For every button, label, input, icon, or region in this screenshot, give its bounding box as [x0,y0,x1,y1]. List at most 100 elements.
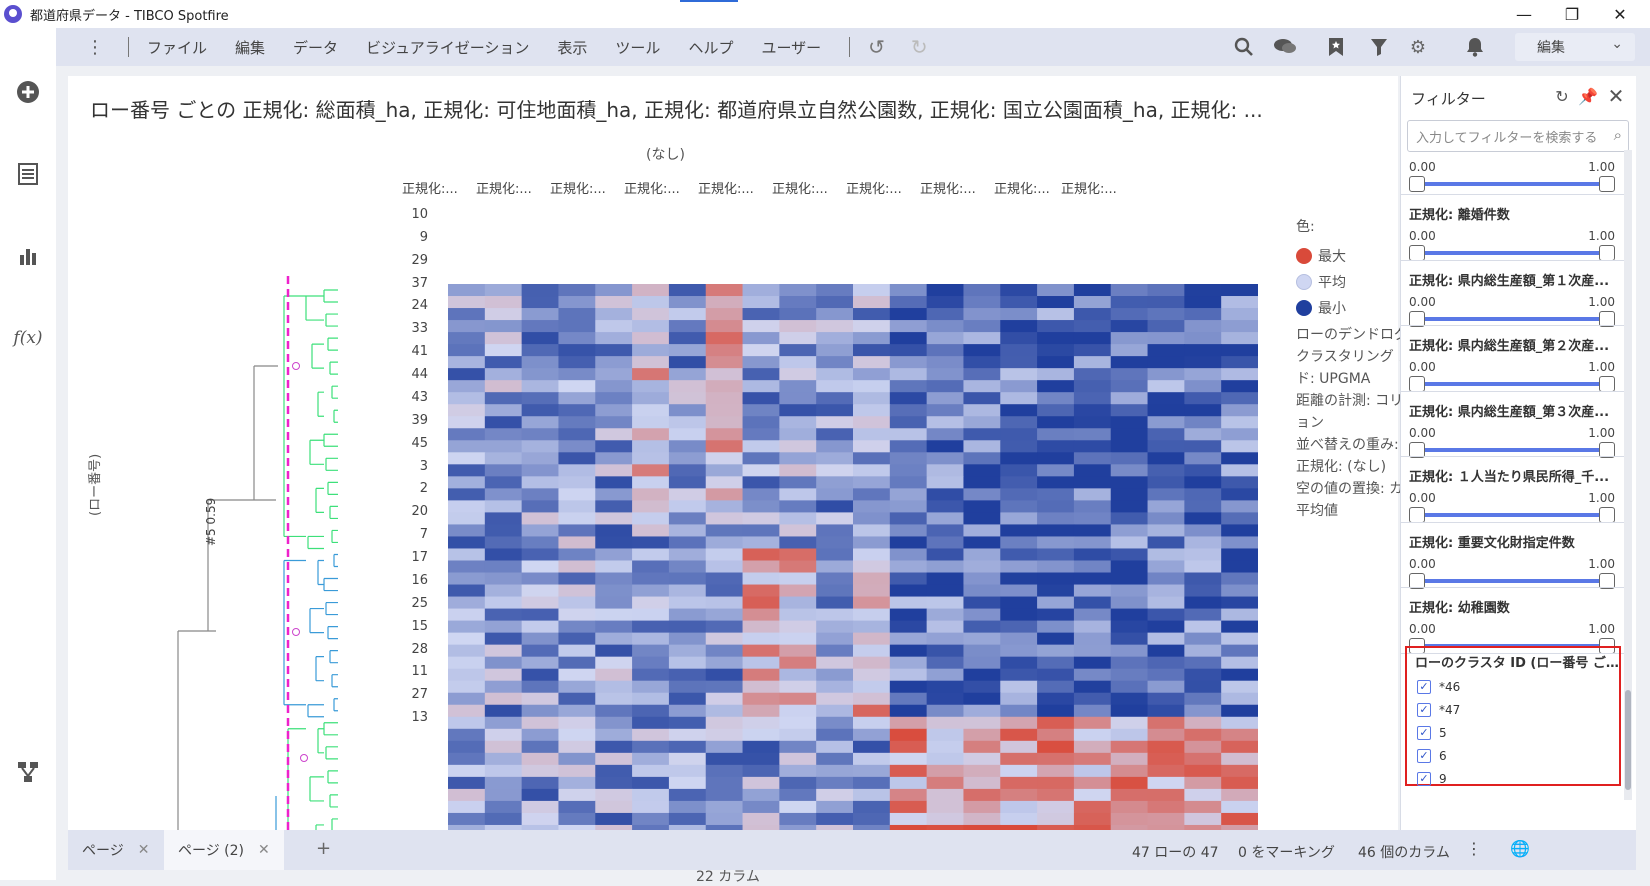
filter-icon[interactable] [1366,34,1392,60]
status-row-count[interactable]: 47 ローの 47 [1132,845,1219,861]
range-filter-income[interactable]: 正規化: １人当たり県民所得_千... 0.00 1.00 [1409,466,1615,523]
range-slider[interactable] [1409,176,1615,192]
slider-handle-max[interactable] [1599,507,1615,523]
pin-icon[interactable]: 📌 [1578,86,1598,106]
slider-handle-min[interactable] [1409,573,1425,589]
data-table-icon[interactable] [14,160,42,188]
cluster-id-filter[interactable]: ローのクラスタ ID (ロー番号 ご... ✓ *46 ✓ *47 ✓ 5 ✓ 6 ✓ 9 [1405,646,1621,786]
reset-filters-icon[interactable]: ↻ [1555,86,1569,106]
menu-edit[interactable]: 編集 [235,38,266,57]
menu-help[interactable]: ヘルプ [688,38,734,57]
scrollbar-thumb[interactable] [1625,690,1631,790]
restore-icon[interactable]: ❐ [1564,4,1580,24]
heatmap-cell [1000,536,1038,550]
close-tab-icon[interactable]: ✕ [137,842,150,858]
dendrogram-branch [305,295,324,321]
cluster-checkbox-item[interactable]: ✓ 5 [1407,721,1619,744]
minimize-icon[interactable]: — [1516,4,1532,24]
cluster-checkbox-item[interactable]: ✓ *46 [1407,675,1619,698]
checkbox-checked-icon[interactable]: ✓ [1417,702,1431,717]
cluster-checkbox-item[interactable]: ✓ 6 [1407,744,1619,767]
slider-handle-max[interactable] [1599,245,1615,261]
heatmap-cell [1000,524,1038,538]
menu-view[interactable]: 表示 [557,38,588,57]
close-panel-icon[interactable]: ✕ [1607,84,1625,108]
slider-handle-min[interactable] [1409,311,1425,327]
heatmap-cell [926,680,965,694]
range-slider[interactable] [1409,442,1615,458]
cluster-checkbox-item[interactable]: ✓ 9 [1407,767,1619,790]
menu-file[interactable]: ファイル [147,38,208,57]
menu-user[interactable]: ユーザー [761,38,822,57]
status-column-count[interactable]: 46 個のカラム [1358,845,1450,861]
slider-handle-min[interactable] [1409,376,1425,392]
range-filter-gdp-primary[interactable]: 正規化: 県内総生産額_第１次産... 0.00 1.00 [1409,270,1615,327]
heatmap-cell [926,368,965,381]
heatmap-cell [595,740,633,754]
slider-handle-min[interactable] [1409,245,1425,261]
checkbox-checked-icon[interactable]: ✓ [1417,679,1431,694]
close-icon[interactable]: ✕ [1613,4,1627,24]
more-menu-icon[interactable]: ⋮ [86,36,104,58]
heatmap-cell [889,728,928,742]
checkbox-checked-icon[interactable]: ✓ [1417,748,1431,763]
checkbox-checked-icon[interactable]: ✓ [1417,725,1431,740]
menu-tools[interactable]: ツール [615,38,661,57]
heatmap-cell [779,404,817,417]
range-slider[interactable] [1409,311,1615,327]
settings-icon[interactable]: ⚙ [1409,36,1427,58]
visualization-canvas[interactable]: ロー番号 ごとの 正規化: 総面積_ha, 正規化: 可住地面積_ha, 正規化… [68,76,1445,885]
data-canvas-icon[interactable] [14,758,42,786]
menu-visualization[interactable]: ビジュアライゼーション [366,38,530,57]
close-tab-icon[interactable]: ✕ [258,842,270,858]
status-marked[interactable]: 0 をマーキング [1238,845,1335,861]
mode-select[interactable]: 編集 ⌄ [1515,33,1635,61]
add-icon[interactable] [14,78,42,106]
globe-icon[interactable]: 🌐 [1510,839,1530,858]
range-slider[interactable] [1409,573,1615,589]
slider-handle-min[interactable] [1409,176,1425,192]
slider-handle-max[interactable] [1599,311,1615,327]
heatmap-cell [1110,800,1149,814]
range-filter-divorces[interactable]: 正規化: 離婚件数 0.00 1.00 [1409,204,1615,261]
range-filter-gdp-tertiary[interactable]: 正規化: 県内総生産額_第３次産... 0.00 1.00 [1409,401,1615,458]
filter-panel-scrollbar[interactable] [1624,150,1632,800]
range-slider[interactable] [1409,376,1615,392]
heatmap-cell [1184,404,1222,417]
slider-handle-max[interactable] [1599,376,1615,392]
heatmap-cell [484,680,523,694]
slider-handle-max[interactable] [1599,573,1615,589]
cluster-checkbox-item[interactable]: ✓ *47 [1407,698,1619,721]
heatmap-grid[interactable] [448,284,1258,849]
row-dendrogram[interactable] [108,206,354,856]
range-filter-cultural-assets[interactable]: 正規化: 重要文化財指定件数 0.00 1.00 [1409,532,1615,589]
column-axis-label[interactable]: (なし) [646,147,685,163]
notification-icon[interactable] [1462,34,1488,60]
range-slider[interactable] [1409,245,1615,261]
slider-handle-min[interactable] [1409,442,1425,458]
page-tab[interactable]: ページ ✕ [68,830,163,870]
row-axis-label[interactable]: (ロー番号) [88,453,103,516]
visualization-icon[interactable] [14,242,42,270]
range-slider[interactable] [1409,507,1615,523]
redo-icon[interactable]: ↻ [910,35,928,59]
slider-handle-min[interactable] [1409,507,1425,523]
heatmap-cell [889,800,928,814]
visualization-title[interactable]: ロー番号 ごとの 正規化: 総面積_ha, 正規化: 可住地面積_ha, 正規化… [90,98,1263,122]
bookmark-icon[interactable] [1323,34,1349,60]
add-page-icon[interactable]: + [316,838,332,859]
range-filter-gdp-secondary[interactable]: 正規化: 県内総生産額_第２次産... 0.00 1.00 [1409,335,1615,392]
comment-icon[interactable] [1272,34,1298,60]
checkbox-checked-icon[interactable]: ✓ [1417,771,1431,786]
search-icon[interactable] [1231,34,1257,60]
heatmap-cell [889,644,928,658]
function-icon[interactable]: f(x) [13,328,43,348]
page-tab-active[interactable]: ページ (2) ✕ [164,830,284,870]
menu-data[interactable]: データ [293,38,339,57]
range-filter[interactable]: 0.00 1.00 [1409,160,1615,192]
undo-icon[interactable]: ↺ [868,35,885,59]
slider-handle-max[interactable] [1599,442,1615,458]
status-more-icon[interactable]: ⋮ [1466,839,1482,858]
filter-search-input[interactable]: 入力してフィルターを検索する ⌕ [1407,120,1629,152]
slider-handle-max[interactable] [1599,176,1615,192]
